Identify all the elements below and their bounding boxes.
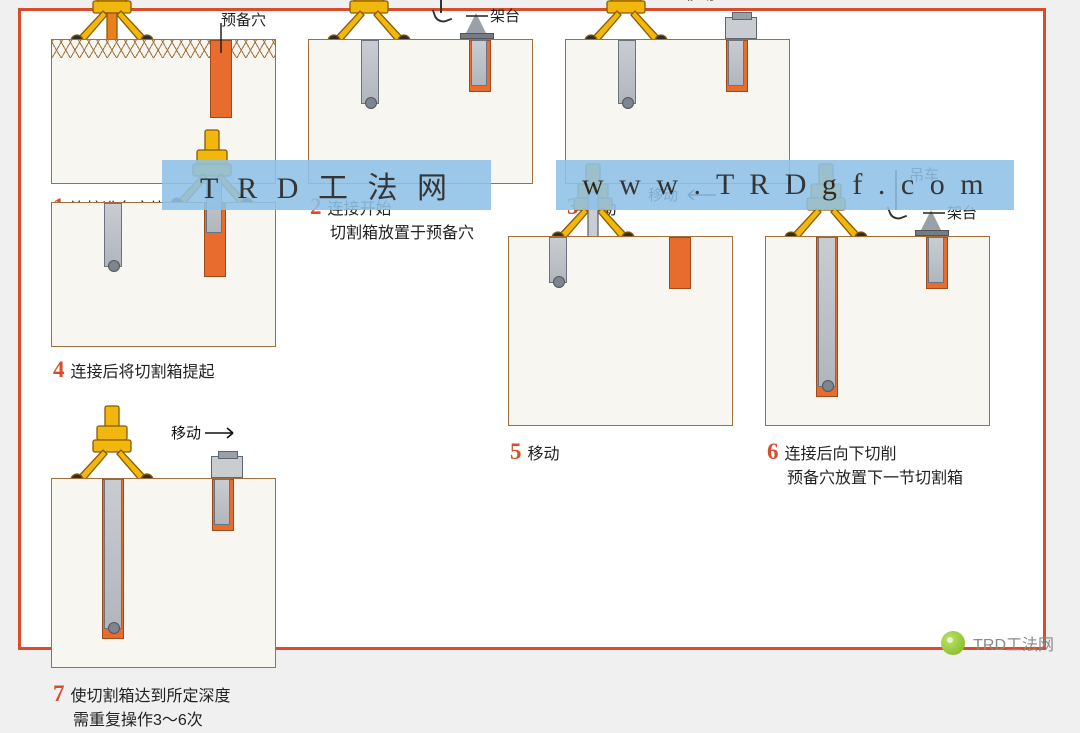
step-7: 移动 7使切割箱达到所定深度 需重复操作3～6次	[51, 478, 286, 668]
step-text: 移动	[528, 446, 560, 463]
label-prep-hole: 预备穴	[221, 9, 266, 30]
crane-hook-icon	[440, 0, 442, 13]
step-caption: 4 连接后将切割箱提起	[53, 354, 215, 386]
spare-cutter-icon	[725, 17, 757, 39]
ground-block	[51, 478, 276, 668]
cutter-box	[361, 40, 379, 104]
step-number: 7	[53, 681, 65, 706]
step-number: 5	[510, 439, 522, 464]
cutter-in-hole	[471, 40, 487, 86]
label-stand: 架台	[490, 5, 520, 26]
ground-block	[765, 236, 990, 426]
cutter-box-old	[104, 203, 122, 267]
watermark-text: w w w . T R D g f . c o m	[582, 168, 988, 202]
cutter-box	[549, 237, 567, 283]
cutter-box	[618, 40, 636, 104]
source-credit: TRD工法网	[941, 631, 1054, 655]
cutter-in-hole	[214, 479, 230, 525]
ground-block	[508, 236, 733, 426]
step-caption: 7 使切割箱达到所定深度 需重复操作3～6次	[53, 678, 231, 733]
move-arrow: 移动	[171, 422, 239, 443]
watermark-right: w w w . T R D g f . c o m	[556, 160, 1014, 210]
step-text2: 预备穴放置下一节切割箱	[787, 470, 963, 487]
step-6: 吊车 架台 6连接后向下切削 预备穴放置下一节切割箱	[765, 236, 1000, 426]
step-4: 4 连接后将切割箱提起	[51, 202, 286, 426]
spare-cutter-icon	[211, 456, 243, 478]
step-text: 连接后向下切削	[785, 446, 897, 463]
diagram-frame: 预备穴 1连接准备完毕 吊车	[18, 8, 1046, 650]
wechat-icon	[941, 631, 965, 655]
cutter-in-hole	[728, 40, 744, 86]
ground-hatch	[52, 40, 275, 58]
step-caption: 5 移动	[510, 436, 560, 468]
move-arrow: 移动	[685, 0, 753, 4]
step-grid: 预备穴 1连接准备完毕 吊车	[51, 39, 1055, 668]
cutter-deep	[818, 237, 836, 387]
watermark-text: T R D 工 法 网	[200, 163, 453, 207]
step-text: 使切割箱达到所定深度	[71, 688, 231, 705]
step-number: 6	[767, 439, 779, 464]
step-number: 4	[53, 357, 65, 382]
step-caption: 6 连接后向下切削 预备穴放置下一节切割箱	[767, 436, 963, 491]
step-5: 移动 5移动	[508, 236, 743, 426]
credit-text: TRD工法网	[973, 631, 1054, 655]
prep-hole	[669, 237, 691, 289]
cutter-in-hole	[928, 237, 944, 283]
cutter-deep	[104, 479, 122, 629]
step-text2: 切割箱放置于预备穴	[330, 225, 474, 242]
ground-block	[51, 202, 276, 347]
machine-icon	[57, 400, 167, 490]
watermark-left: T R D 工 法 网	[162, 160, 491, 210]
step-text2: 需重复操作3～6次	[73, 712, 203, 729]
step-text: 连接后将切割箱提起	[71, 364, 215, 381]
